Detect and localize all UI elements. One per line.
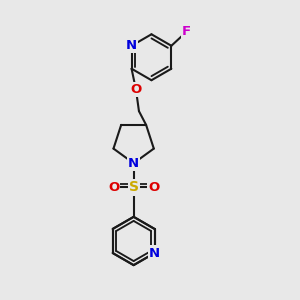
Text: N: N [149,247,160,260]
Text: O: O [108,181,119,194]
Text: O: O [148,181,159,194]
Text: F: F [182,25,191,38]
Text: S: S [129,180,139,194]
Text: N: N [126,39,137,52]
Text: O: O [130,83,142,96]
Text: N: N [128,157,139,170]
